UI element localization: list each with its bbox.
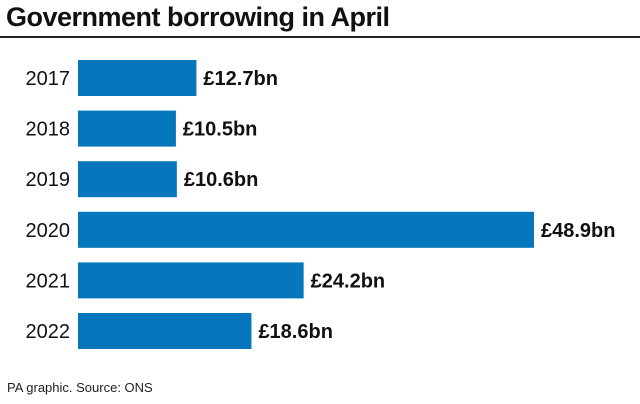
category-label-2021: 2021 bbox=[26, 270, 71, 292]
value-label-2022: £18.6bn bbox=[258, 321, 332, 343]
bars-group: 2017 £12.7bn 2018 £10.5bn 2019 £10.6bn 2020 £48… bbox=[26, 60, 615, 349]
value-label-2020: £48.9bn bbox=[541, 220, 615, 242]
category-label-2022: 2022 bbox=[26, 321, 71, 343]
category-label-2018: 2018 bbox=[26, 119, 71, 141]
bar-2020 bbox=[78, 211, 534, 248]
value-label-2021: £24.2bn bbox=[311, 270, 385, 292]
category-label-2019: 2019 bbox=[26, 169, 71, 191]
page-title: Government borrowing in April bbox=[6, 2, 390, 32]
bar-2021 bbox=[78, 262, 304, 299]
bar-2019 bbox=[78, 161, 177, 198]
value-label-2017: £12.7bn bbox=[203, 68, 277, 90]
value-label-2018: £10.5bn bbox=[183, 119, 257, 141]
value-label-2019: £10.6bn bbox=[184, 169, 258, 191]
category-label-2017: 2017 bbox=[26, 68, 71, 90]
bar-2017 bbox=[78, 60, 197, 96]
source-note: PA graphic. Source: ONS bbox=[7, 380, 153, 395]
title-divider bbox=[0, 36, 640, 38]
bar-2018 bbox=[78, 110, 176, 147]
bar-2022 bbox=[78, 313, 252, 349]
category-label-2020: 2020 bbox=[26, 220, 71, 242]
